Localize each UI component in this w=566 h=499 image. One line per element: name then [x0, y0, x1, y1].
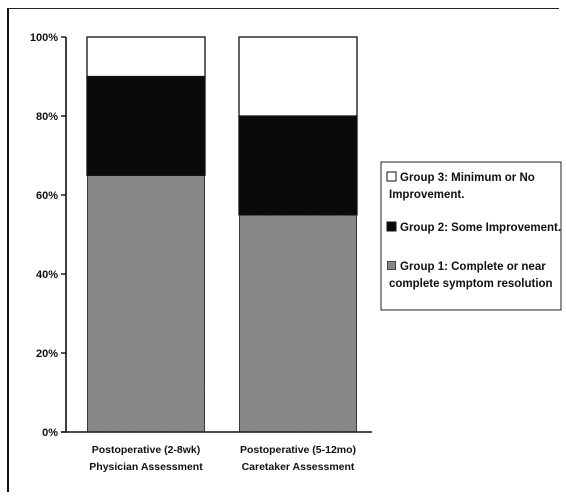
y-tick-label: 60% [36, 190, 58, 202]
y-tick-label: 80% [36, 111, 58, 123]
x-category-label: Postoperative (2-8wk) Physician Assessmen… [89, 444, 203, 473]
bars [86, 36, 358, 433]
bar-segment [238, 115, 358, 216]
bar-segment [238, 214, 358, 433]
chart-frame [7, 8, 559, 492]
y-tick-label: 20% [36, 348, 58, 360]
legend-label: Group 3: Minimum or No Improvement. [389, 172, 535, 201]
y-axis: 0% 20% 40% 60% 80% 100% [30, 32, 372, 439]
legend-swatch [386, 260, 397, 271]
y-tick-label: 100% [30, 32, 58, 44]
bar-segment [86, 174, 206, 433]
legend-label: Group 1: Complete or near complete sympto… [389, 261, 553, 290]
y-tick-label: 0% [42, 427, 58, 439]
legend-box [380, 161, 562, 311]
y-tick-label: 40% [36, 269, 58, 281]
x-category-label: Postoperative (5-12mo) Caretaker Assessme… [240, 444, 356, 473]
legend-swatch [386, 221, 397, 232]
legend-swatch [386, 171, 397, 182]
legend: Group 3: Minimum or No Improvement. Group … [380, 161, 562, 311]
bar-segment [238, 36, 358, 117]
x-axis-labels: Postoperative (2-8wk) Physician Assessmen… [89, 444, 356, 473]
bar-segment [86, 75, 206, 176]
bar-segment [86, 36, 206, 78]
legend-label: Group 2: Some Improvement. [400, 222, 561, 234]
